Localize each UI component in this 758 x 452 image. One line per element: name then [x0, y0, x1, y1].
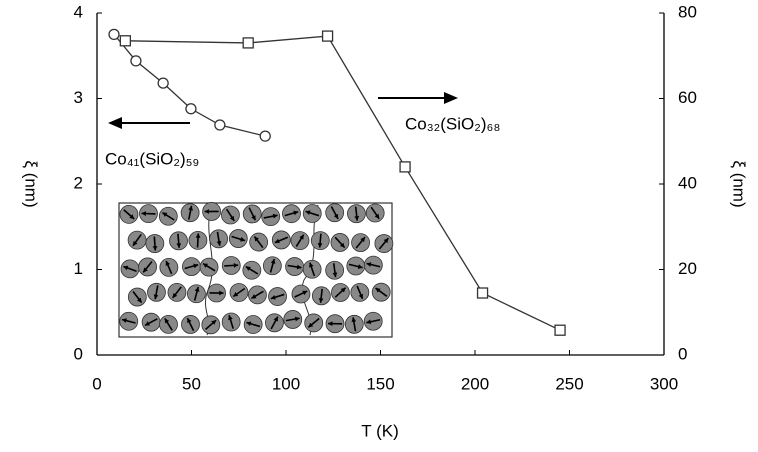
y2-axis-label: ξ (nm)	[730, 160, 749, 207]
x-tick-label: 50	[182, 374, 201, 393]
y2-tick-label: 60	[678, 88, 697, 107]
y-tick-label: 0	[74, 344, 83, 363]
y-tick-label: 3	[74, 88, 83, 107]
marker	[186, 104, 196, 114]
marker	[131, 56, 141, 66]
marker	[215, 120, 225, 130]
marker	[120, 36, 130, 46]
x-tick-label: 200	[461, 374, 489, 393]
y2-tick-label: 40	[678, 173, 697, 192]
x-tick-label: 100	[272, 374, 300, 393]
y-tick-label: 4	[74, 2, 83, 21]
y2-tick-label: 0	[678, 344, 687, 363]
x-tick-label: 150	[366, 374, 394, 393]
marker	[323, 31, 333, 41]
x-tick-label: 0	[92, 374, 101, 393]
arrow-head	[444, 92, 458, 104]
inset	[119, 202, 393, 337]
y-axis-label: ξ (nm)	[22, 160, 41, 207]
marker	[109, 29, 119, 39]
marker	[555, 325, 565, 335]
series-label: Co₃₂(SiO₂)₆₈	[405, 114, 500, 133]
y-tick-label: 2	[74, 173, 83, 192]
marker	[478, 288, 488, 298]
marker	[158, 78, 168, 88]
x-tick-label: 250	[555, 374, 583, 393]
marker	[260, 131, 270, 141]
x-tick-label: 300	[650, 374, 678, 393]
marker	[243, 38, 253, 48]
x-axis-label: T (K)	[361, 421, 398, 440]
arrow-head	[108, 117, 122, 129]
y2-tick-label: 80	[678, 2, 697, 21]
y-tick-label: 1	[74, 259, 83, 278]
series-line	[114, 34, 265, 136]
marker	[400, 162, 410, 172]
y2-tick-label: 20	[678, 259, 697, 278]
series-label: Co₄₁(SiO₂)₅₉	[105, 149, 199, 168]
